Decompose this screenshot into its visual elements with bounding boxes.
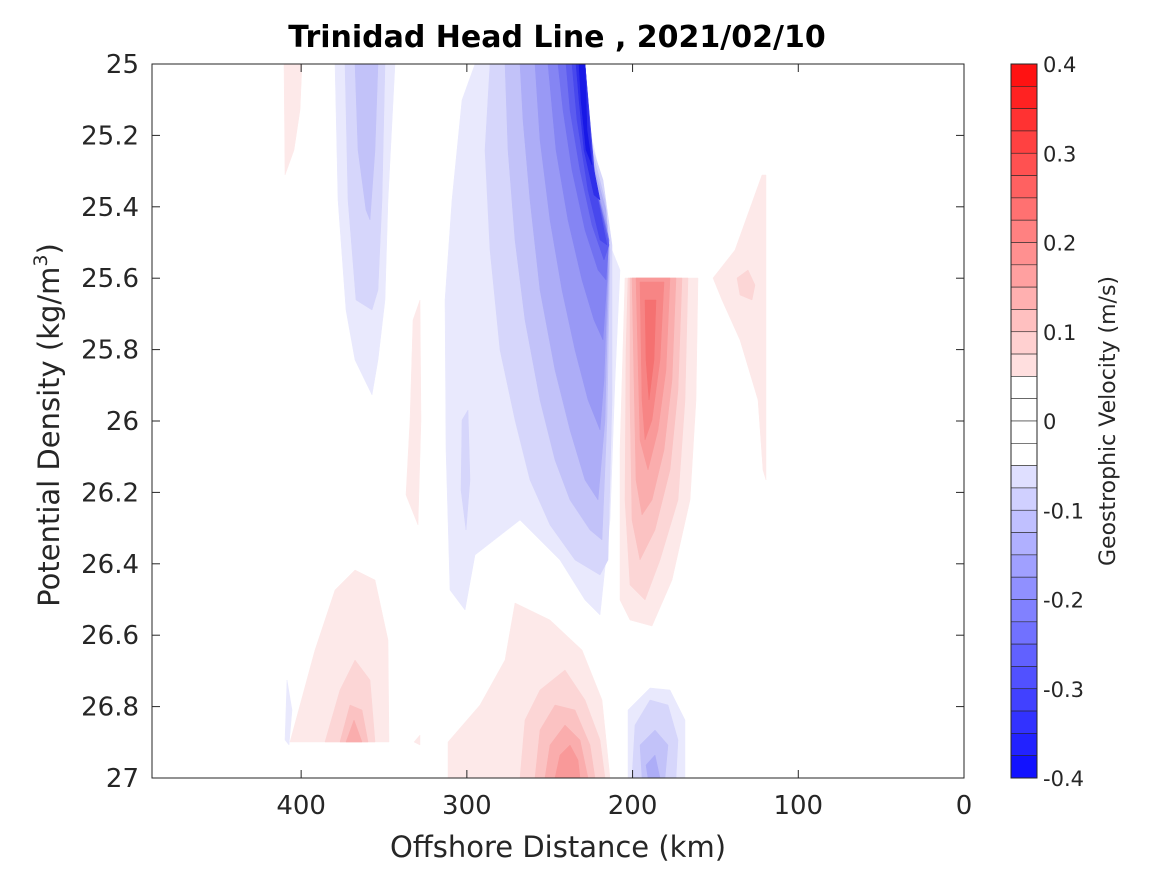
colorbar-swatch	[1010, 420, 1038, 444]
x-tick-label: 400	[276, 791, 326, 821]
colorbar-swatch	[1010, 398, 1038, 422]
y-tick-label: 26.4	[81, 550, 139, 580]
colorbar-tick-label: -0.3	[1043, 678, 1084, 702]
y-axis-label: Potential Density (kg/m3)	[30, 243, 66, 607]
contour-level-neg-11	[578, 64, 593, 166]
y-tick-label: 25.2	[81, 121, 139, 151]
colorbar-tick-label: 0	[1043, 410, 1056, 434]
colorbar-swatch	[1010, 599, 1038, 623]
colorbar-swatch	[1010, 487, 1038, 511]
colorbar-swatch	[1010, 197, 1038, 221]
colorbar-swatch	[1010, 219, 1038, 243]
colorbar-swatch	[1010, 576, 1038, 600]
colorbar-swatch	[1010, 152, 1038, 176]
colorbar-swatch	[1010, 643, 1038, 667]
y-axis-label-main: Potential Density (kg/m	[32, 267, 66, 607]
colorbar-tick-label: 0.1	[1043, 321, 1076, 345]
y-axis-label-superscript: 3	[30, 254, 52, 266]
colorbar: 0.4 0.3 0.2 0.1 0 -0.1 -0.2 -0.3 -0.4	[1010, 53, 1084, 791]
colorbar-swatch	[1010, 130, 1038, 154]
colorbar-tick-label: -0.2	[1043, 589, 1084, 613]
colorbar-swatch	[1010, 532, 1038, 556]
x-axis: 400 300 200 100 0	[276, 64, 972, 821]
x-tick-label: 300	[442, 791, 492, 821]
colorbar-tick-label: -0.1	[1043, 499, 1084, 523]
y-axis-label-close: )	[32, 243, 66, 254]
colorbar-tick-label: 0.4	[1043, 53, 1076, 77]
x-tick-label: 200	[608, 791, 658, 821]
x-axis-label: Offshore Distance (km)	[390, 830, 726, 864]
y-tick-label: 25.6	[81, 264, 139, 294]
colorbar-swatch	[1010, 710, 1038, 734]
colorbar-swatch	[1010, 86, 1038, 109]
y-tick-label: 26.6	[81, 621, 139, 651]
x-tick-label: 0	[956, 791, 973, 821]
colorbar-tick-label: 0.3	[1043, 142, 1076, 166]
y-tick-label: 25.8	[81, 336, 139, 366]
colorbar-swatch	[1010, 264, 1038, 288]
colorbar-swatch	[1010, 376, 1038, 399]
y-tick-label: 25	[106, 50, 139, 80]
colorbar-swatch	[1010, 733, 1038, 756]
colorbar-swatch	[1010, 353, 1038, 377]
y-axis: 25 25.2 25.4 25.6 25.8 26 26.2 26.4 26.6 26.8 27	[81, 50, 964, 794]
colorbar-swatch	[1010, 621, 1038, 645]
y-tick-label: 27	[106, 764, 139, 794]
chart-title: Trinidad Head Line , 2021/02/10	[288, 20, 825, 55]
colorbar-swatch	[1010, 509, 1038, 533]
colorbar-swatch	[1010, 63, 1038, 87]
colorbar-swatch	[1010, 108, 1038, 132]
y-tick-label: 26.8	[81, 693, 139, 723]
colorbar-swatch	[1010, 286, 1038, 310]
colorbar-swatch	[1010, 443, 1038, 466]
colorbar-swatch	[1010, 309, 1038, 333]
colorbar-swatch	[1010, 465, 1038, 489]
colorbar-swatch	[1010, 666, 1038, 690]
colorbar-label: Geostrophic Velocity (m/s)	[1096, 276, 1121, 566]
colorbar-swatch	[1010, 331, 1038, 355]
contour-level-pos-7	[644, 299, 657, 401]
colorbar-frame	[1010, 63, 1038, 779]
colorbar-swatch	[1010, 755, 1038, 779]
y-tick-label: 26	[106, 407, 139, 437]
colorbar-swatch	[1010, 554, 1038, 578]
colorbar-swatch	[1010, 175, 1038, 199]
colorbar-swatch	[1010, 242, 1038, 266]
colorbar-tick-label: 0.2	[1043, 232, 1076, 256]
contour-fills	[283, 64, 767, 778]
colorbar-tick-label: -0.4	[1043, 767, 1084, 791]
colorbar-swatch	[1010, 688, 1038, 712]
x-tick-label: 100	[773, 791, 823, 821]
y-tick-label: 25.4	[81, 193, 139, 223]
y-tick-label: 26.2	[81, 478, 139, 508]
